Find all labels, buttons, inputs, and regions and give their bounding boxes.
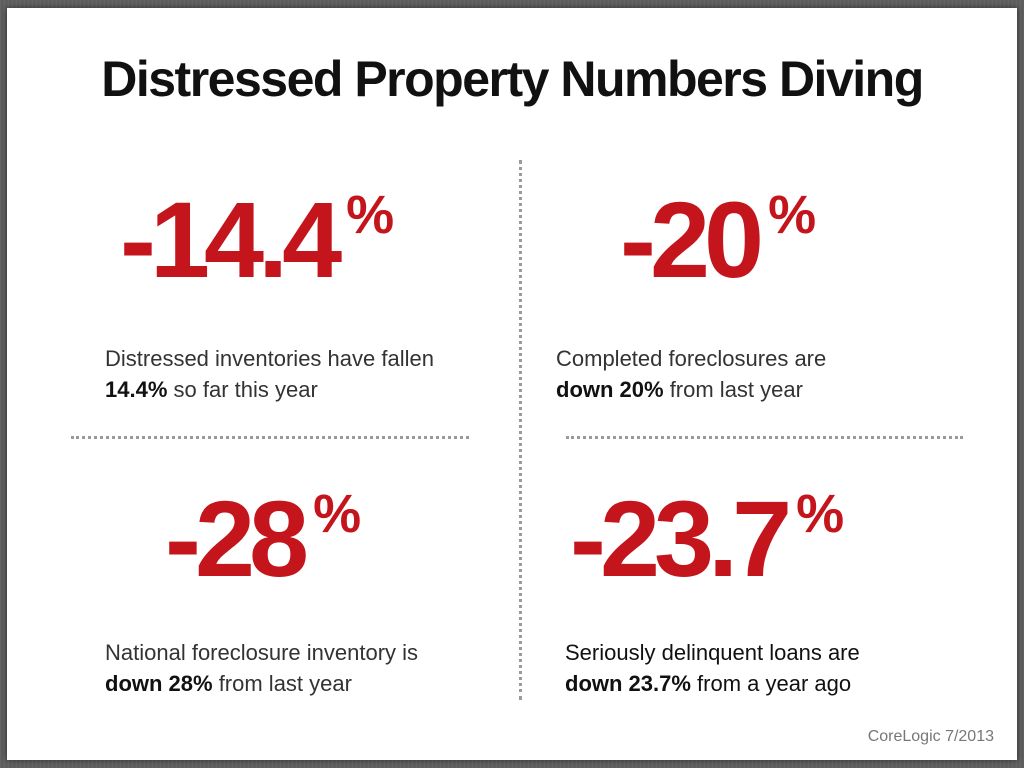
stat-description: Completed foreclosures are down 20% from… <box>556 343 826 405</box>
stat-value: -23.7 <box>570 478 792 599</box>
horizontal-divider-right <box>566 436 963 439</box>
source-citation: CoreLogic 7/2013 <box>867 728 994 745</box>
percent-sign: % <box>796 484 845 544</box>
desc-text: from last year <box>212 671 352 696</box>
desc-highlight: down 28% <box>105 671 213 696</box>
desc-text: Completed foreclosures are <box>556 346 827 371</box>
stat-foreclosure-inventory: -28% <box>165 485 361 593</box>
stat-value: -28 <box>165 478 309 599</box>
stat-description: Seriously delinquent loans are down 23.7… <box>565 637 860 699</box>
stat-completed-foreclosures: -20% <box>620 186 816 294</box>
desc-text: from a year ago <box>690 671 852 696</box>
vertical-divider <box>519 160 522 700</box>
stat-description: Distressed inventories have fallen 14.4%… <box>105 343 434 405</box>
desc-highlight: down 23.7% <box>565 671 691 696</box>
stat-value: -20 <box>620 179 764 300</box>
desc-text: Seriously delinquent loans are <box>565 640 860 665</box>
percent-sign: % <box>768 185 817 245</box>
stat-delinquent-loans: -23.7% <box>570 485 844 593</box>
desc-highlight: down 20% <box>556 377 664 402</box>
desc-text: so far this year <box>167 377 318 402</box>
percent-sign: % <box>346 185 395 245</box>
percent-sign: % <box>313 484 362 544</box>
slide-title: Distressed Property Numbers Diving <box>101 51 924 107</box>
desc-text: National foreclosure inventory is <box>105 640 419 665</box>
stat-value: -14.4 <box>120 179 342 300</box>
stat-description: National foreclosure inventory is down 2… <box>105 637 418 699</box>
desc-highlight: 14.4% <box>105 377 168 402</box>
desc-text: Distressed inventories have fallen <box>105 346 434 371</box>
desc-text: from last year <box>663 377 803 402</box>
slide <box>7 8 1017 760</box>
horizontal-divider-left <box>71 436 469 439</box>
stat-distressed-inventory: -14.4% <box>120 186 394 294</box>
